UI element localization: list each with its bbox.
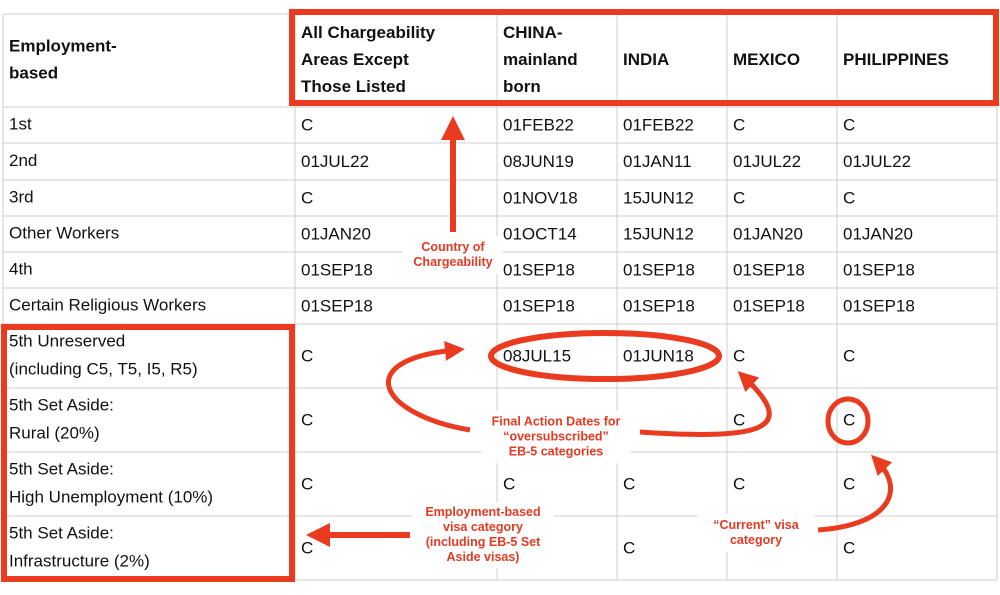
visa-bulletin-table: Employment-based All Chargeability Areas E…: [2, 13, 998, 581]
row-label: 5th Set Aside:: [9, 459, 114, 478]
cell-value: C: [301, 115, 313, 134]
cell-value: 01SEP18: [503, 260, 575, 279]
cell-value: C: [733, 346, 745, 365]
cell-value: 01FEB22: [503, 115, 574, 134]
annotation-label: “oversubscribed”: [503, 429, 609, 443]
cell-value: 01JUL22: [733, 152, 801, 171]
annotation-label: “Current” visa: [713, 518, 799, 532]
header-highlight: [289, 9, 999, 106]
cell-value: 01JAN20: [733, 224, 803, 243]
cell-value: 01SEP18: [301, 296, 373, 315]
cell-value: 01JUL22: [301, 152, 369, 171]
cell-value: C: [843, 474, 855, 493]
cell-value: C: [843, 410, 855, 429]
header-cell: PHILIPPINES: [843, 50, 949, 69]
row-label: 1st: [9, 114, 32, 133]
cell-value: C: [843, 115, 855, 134]
header-cell: Areas Except: [301, 50, 409, 69]
cell-value: C: [503, 474, 515, 493]
header-cell: Those Listed: [301, 77, 406, 96]
annotation-label: (including EB-5 Set: [426, 535, 541, 549]
header-cell: MEXICO: [733, 50, 800, 69]
annotation-label: Chargeability: [413, 255, 492, 269]
cell-value: 01SEP18: [843, 296, 915, 315]
cell-value: 01JAN11: [623, 152, 692, 171]
annotation-label: Country of: [421, 240, 485, 254]
cell-value: 01SEP18: [843, 260, 915, 279]
cell-value: 01JAN20: [301, 224, 371, 243]
row-label: Infrastructure (2%): [9, 551, 150, 570]
annotation-label: Final Action Dates for: [492, 414, 621, 428]
cell-value: 01OCT14: [503, 224, 577, 243]
cell-value: C: [623, 474, 635, 493]
cell-value: 01JUN18: [623, 346, 694, 365]
cell-value: 01SEP18: [733, 260, 805, 279]
cell-value: C: [301, 474, 313, 493]
row-label: Other Workers: [9, 223, 119, 242]
row-label: 4th: [9, 259, 33, 278]
row-label: Rural (20%): [9, 423, 100, 442]
cell-value: C: [301, 188, 313, 207]
label-background: [697, 514, 815, 552]
cell-value: C: [301, 346, 313, 365]
row-label: (including C5, T5, I5, R5): [9, 359, 198, 378]
arrow: [639, 371, 772, 437]
cell-value: C: [301, 538, 313, 557]
cell-value: C: [843, 346, 855, 365]
cell-value: C: [733, 188, 745, 207]
row-label: 2nd: [9, 151, 37, 170]
cell-value: 01SEP18: [733, 296, 805, 315]
label-background: [412, 502, 554, 568]
header-cell: based: [9, 63, 58, 82]
label-background: [403, 236, 503, 274]
header-cell: CHINA-: [503, 23, 563, 42]
cell-value: C: [733, 115, 745, 134]
row-label: 5th Unreserved: [9, 331, 125, 350]
annotation-label: Employment-based: [425, 505, 540, 519]
header-cell: INDIA: [623, 50, 669, 69]
annotation-label: visa category: [443, 520, 523, 534]
annotation-label: EB-5 categories: [509, 444, 604, 458]
row-label: 5th Set Aside:: [9, 395, 114, 414]
header-cell: Employment-: [9, 36, 117, 55]
header-cell: mainland: [503, 50, 578, 69]
eb5-rows-highlight: [1, 324, 295, 582]
cell-value: 01FEB22: [623, 115, 694, 134]
row-label: High Unemployment (10%): [9, 487, 213, 506]
oversubscribed-highlight: [488, 330, 722, 382]
annotation-label: category: [730, 533, 782, 547]
cell-value: 01SEP18: [623, 296, 695, 315]
cell-value: C: [843, 188, 855, 207]
cell-value: 15JUN12: [623, 188, 694, 207]
cell-value: 01SEP18: [301, 260, 373, 279]
cell-value: C: [623, 538, 635, 557]
annotation-label: Aside visas): [447, 550, 520, 564]
arrow: [386, 340, 471, 433]
cell-value: C: [733, 474, 745, 493]
cell-value: C: [301, 410, 313, 429]
cell-value: 01SEP18: [503, 296, 575, 315]
cell-value: 08JUL15: [503, 346, 571, 365]
label-background: [481, 411, 631, 463]
cell-value: 08JUN19: [503, 152, 574, 171]
cell-value: 15JUN12: [623, 224, 694, 243]
arrow: [817, 454, 894, 533]
cell-value: 01JUL22: [843, 152, 911, 171]
current-highlight: [825, 396, 871, 446]
cell-value: C: [733, 410, 745, 429]
cell-value: 01JAN20: [843, 224, 913, 243]
cell-value: 01SEP18: [623, 260, 695, 279]
row-label: Certain Religious Workers: [9, 295, 206, 314]
cell-value: 01NOV18: [503, 188, 578, 207]
row-label: 3rd: [9, 187, 34, 206]
row-label: 5th Set Aside:: [9, 523, 114, 542]
header-cell: All Chargeability: [301, 23, 436, 42]
header-cell: born: [503, 77, 541, 96]
cell-value: C: [843, 538, 855, 557]
